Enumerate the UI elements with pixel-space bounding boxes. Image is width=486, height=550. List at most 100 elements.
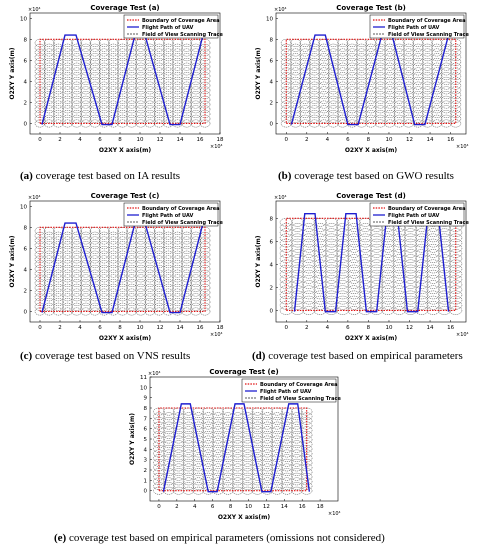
fov-scan-trace [192, 472, 204, 481]
fov-scan-trace [309, 95, 320, 104]
fov-scan-trace [108, 236, 119, 245]
fov-scan-trace [302, 295, 316, 305]
fov-scan-trace [53, 279, 64, 287]
fov-scan-trace [346, 114, 358, 123]
fov-scan-trace [153, 246, 165, 254]
fov-scan-trace [271, 449, 283, 458]
fov-scan-trace [172, 274, 183, 283]
fov-scan-trace [108, 250, 119, 259]
fov-scan-trace [381, 228, 395, 237]
fov-scan-trace [375, 91, 386, 99]
fov-scan-trace [440, 58, 452, 66]
fov-scan-trace [337, 114, 349, 123]
x-tick-label: 12 [406, 137, 413, 143]
fov-scan-trace [163, 39, 174, 47]
caption-b-text: coverage test based on GWO results [291, 170, 454, 182]
fov-scan-trace [346, 95, 358, 104]
fov-scan-trace [126, 260, 137, 269]
fov-scan-trace [71, 274, 82, 283]
fov-scan-trace [172, 105, 183, 114]
fov-scan-trace [108, 76, 119, 85]
fov-scan-trace [212, 426, 224, 435]
fov-scan-trace [422, 81, 433, 90]
fov-scan-trace [53, 100, 64, 109]
fov-scan-trace [117, 227, 128, 235]
x-tick-label: 0 [285, 325, 289, 331]
fov-scan-trace [62, 274, 73, 283]
fov-scan-trace [392, 238, 406, 248]
fov-scan-trace [412, 48, 424, 57]
fov-scan-trace [393, 48, 405, 57]
fov-scan-trace [449, 295, 463, 305]
legend-boundary-label: Boundary of Coverage Area [142, 206, 220, 212]
fov-scan-trace [117, 241, 128, 250]
fov-scan-trace [144, 39, 156, 47]
fov-scan-trace [163, 255, 174, 264]
fov-scan-trace [190, 100, 202, 109]
fov-scan-trace [43, 62, 55, 71]
fov-scan-trace [222, 421, 234, 430]
fov-scan-trace [346, 67, 358, 76]
caption-a: (a) coverage test based on IA results [20, 170, 180, 182]
fov-scan-trace [135, 283, 147, 292]
fov-scan-trace [117, 53, 128, 62]
fov-scan-trace [327, 100, 339, 109]
y-tick-label: 2 [144, 468, 148, 474]
fov-scan-trace [153, 250, 165, 259]
fov-scan-trace [190, 119, 202, 128]
fov-scan-trace [80, 274, 92, 283]
fov-scan-trace [53, 81, 64, 90]
fov-scan-trace [172, 81, 183, 90]
fov-scan-trace [135, 53, 147, 62]
fov-scan-trace [346, 91, 358, 99]
fov-scan-trace [163, 48, 174, 57]
fov-scan-trace [163, 231, 174, 240]
fov-scan-trace [358, 223, 372, 232]
y-tick-label: 4 [24, 267, 28, 273]
fov-scan-trace [279, 218, 293, 227]
x-tick-label: 0 [38, 325, 42, 331]
fov-scan-trace [163, 288, 174, 297]
fov-scan-trace [302, 264, 316, 274]
fov-scan-trace [358, 233, 372, 243]
fov-scan-trace [53, 231, 64, 240]
fov-scan-trace [222, 454, 234, 462]
fov-scan-trace [181, 293, 192, 302]
fov-scan-trace [190, 302, 202, 311]
fov-scan-trace [182, 477, 195, 486]
fov-scan-trace [422, 43, 433, 52]
fov-scan-trace [98, 227, 110, 235]
fov-scan-trace [98, 86, 110, 95]
fov-scan-trace [53, 260, 64, 269]
fov-scan-trace [291, 444, 303, 453]
caption-c-label: (c) [20, 350, 33, 362]
fov-scan-trace [384, 105, 396, 114]
fov-scan-trace [163, 269, 174, 278]
fov-scan-trace [80, 43, 92, 52]
fov-scan-trace [53, 255, 64, 264]
fov-scan-trace [403, 72, 415, 81]
fov-scan-trace [62, 114, 73, 123]
fov-scan-trace [62, 283, 73, 292]
fov-scan-trace [135, 105, 147, 114]
fov-scan-trace [163, 100, 174, 109]
fov-scan-trace [241, 477, 254, 486]
legend-fov-label: Field of View Scanning Trace [142, 32, 223, 38]
fov-scan-trace [144, 58, 156, 66]
fov-scan-trace [192, 421, 204, 430]
fov-scan-trace [80, 307, 92, 316]
fov-scan-trace [43, 53, 55, 62]
fov-scan-trace [117, 110, 128, 118]
fov-scan-trace [108, 269, 119, 278]
fov-scan-trace [299, 43, 311, 52]
legend-fov-label: Field of View Scanning Trace [388, 32, 469, 38]
fov-scan-trace [71, 100, 82, 109]
chart-title: Coverage Test (e) [209, 368, 278, 376]
fov-scan-trace [313, 269, 327, 279]
fov-scan-trace [163, 81, 174, 90]
x-axis-label: O2XY X axis(m) [218, 514, 271, 521]
fov-scan-trace [437, 254, 451, 263]
legend-flight-label: Flight Path of UAV [260, 389, 311, 395]
fov-scan-trace [381, 280, 395, 289]
fov-scan-trace [336, 280, 350, 289]
